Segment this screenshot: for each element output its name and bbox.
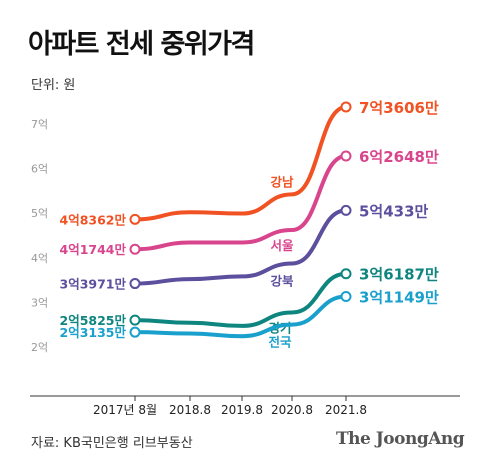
data-point [340,268,352,280]
data-point [129,314,141,326]
series-line-강북 [133,208,348,286]
x-tick-label: 2021.8 [325,403,367,417]
page-title: 아파트 전세 중위가격 [28,29,255,60]
data-label-end: 7억3606만 [359,99,439,117]
data-point [340,150,352,162]
series-line-경기 [133,271,348,328]
data-label-start: 4억1744만 [60,242,127,257]
x-tick-label: 2018.8 [169,403,211,417]
data-point [129,326,141,338]
data-point [340,290,352,302]
y-tick-label: 2억 [31,341,48,354]
series-line-전국 [133,294,348,339]
line-chart: 2억 3억 4억 5억 6억 7억 2017년 8월 2018.8 2019.8 2020.8 20… [30,99,460,417]
data-label-end: 5억433만 [359,202,429,220]
data-label-end: 3억6187만 [359,266,439,284]
y-tick-label: 4억 [31,252,48,265]
series-name-label: 강북 [270,273,294,288]
x-tick-label: 2017년 8월 [93,403,157,417]
y-tick-label: 6억 [31,163,48,176]
unit-label: 단위: 원 [31,78,76,93]
data-label-start: 3억3971만 [60,277,127,292]
data-label-end: 6억2648만 [359,148,439,166]
series-name-label: 전국 [268,335,292,350]
series-line-서울 [133,154,348,252]
series-line-강남 [133,104,348,222]
data-point [340,204,352,216]
source-note: 자료: KB국민은행 리브부동산 [31,436,193,451]
y-tick-label: 7억 [31,118,48,131]
series-name-label: 강남 [270,174,294,189]
series-name-label: 서울 [270,238,294,253]
x-tick-label: 2019.8 [221,403,263,417]
data-label-start: 4억8362만 [60,212,127,227]
data-label-start: 2억5825만 [60,313,127,328]
data-point [129,278,141,290]
y-tick-label: 3억 [31,296,48,309]
data-label-start: 2억3135만 [60,325,127,340]
data-label-end: 3억1149만 [359,288,439,306]
data-point [129,213,141,225]
y-tick-label: 5억 [31,207,48,220]
brand-logo: The JoongAng [336,429,465,449]
data-point [129,243,141,255]
data-point [340,101,352,113]
x-tick-label: 2020.8 [271,403,313,417]
